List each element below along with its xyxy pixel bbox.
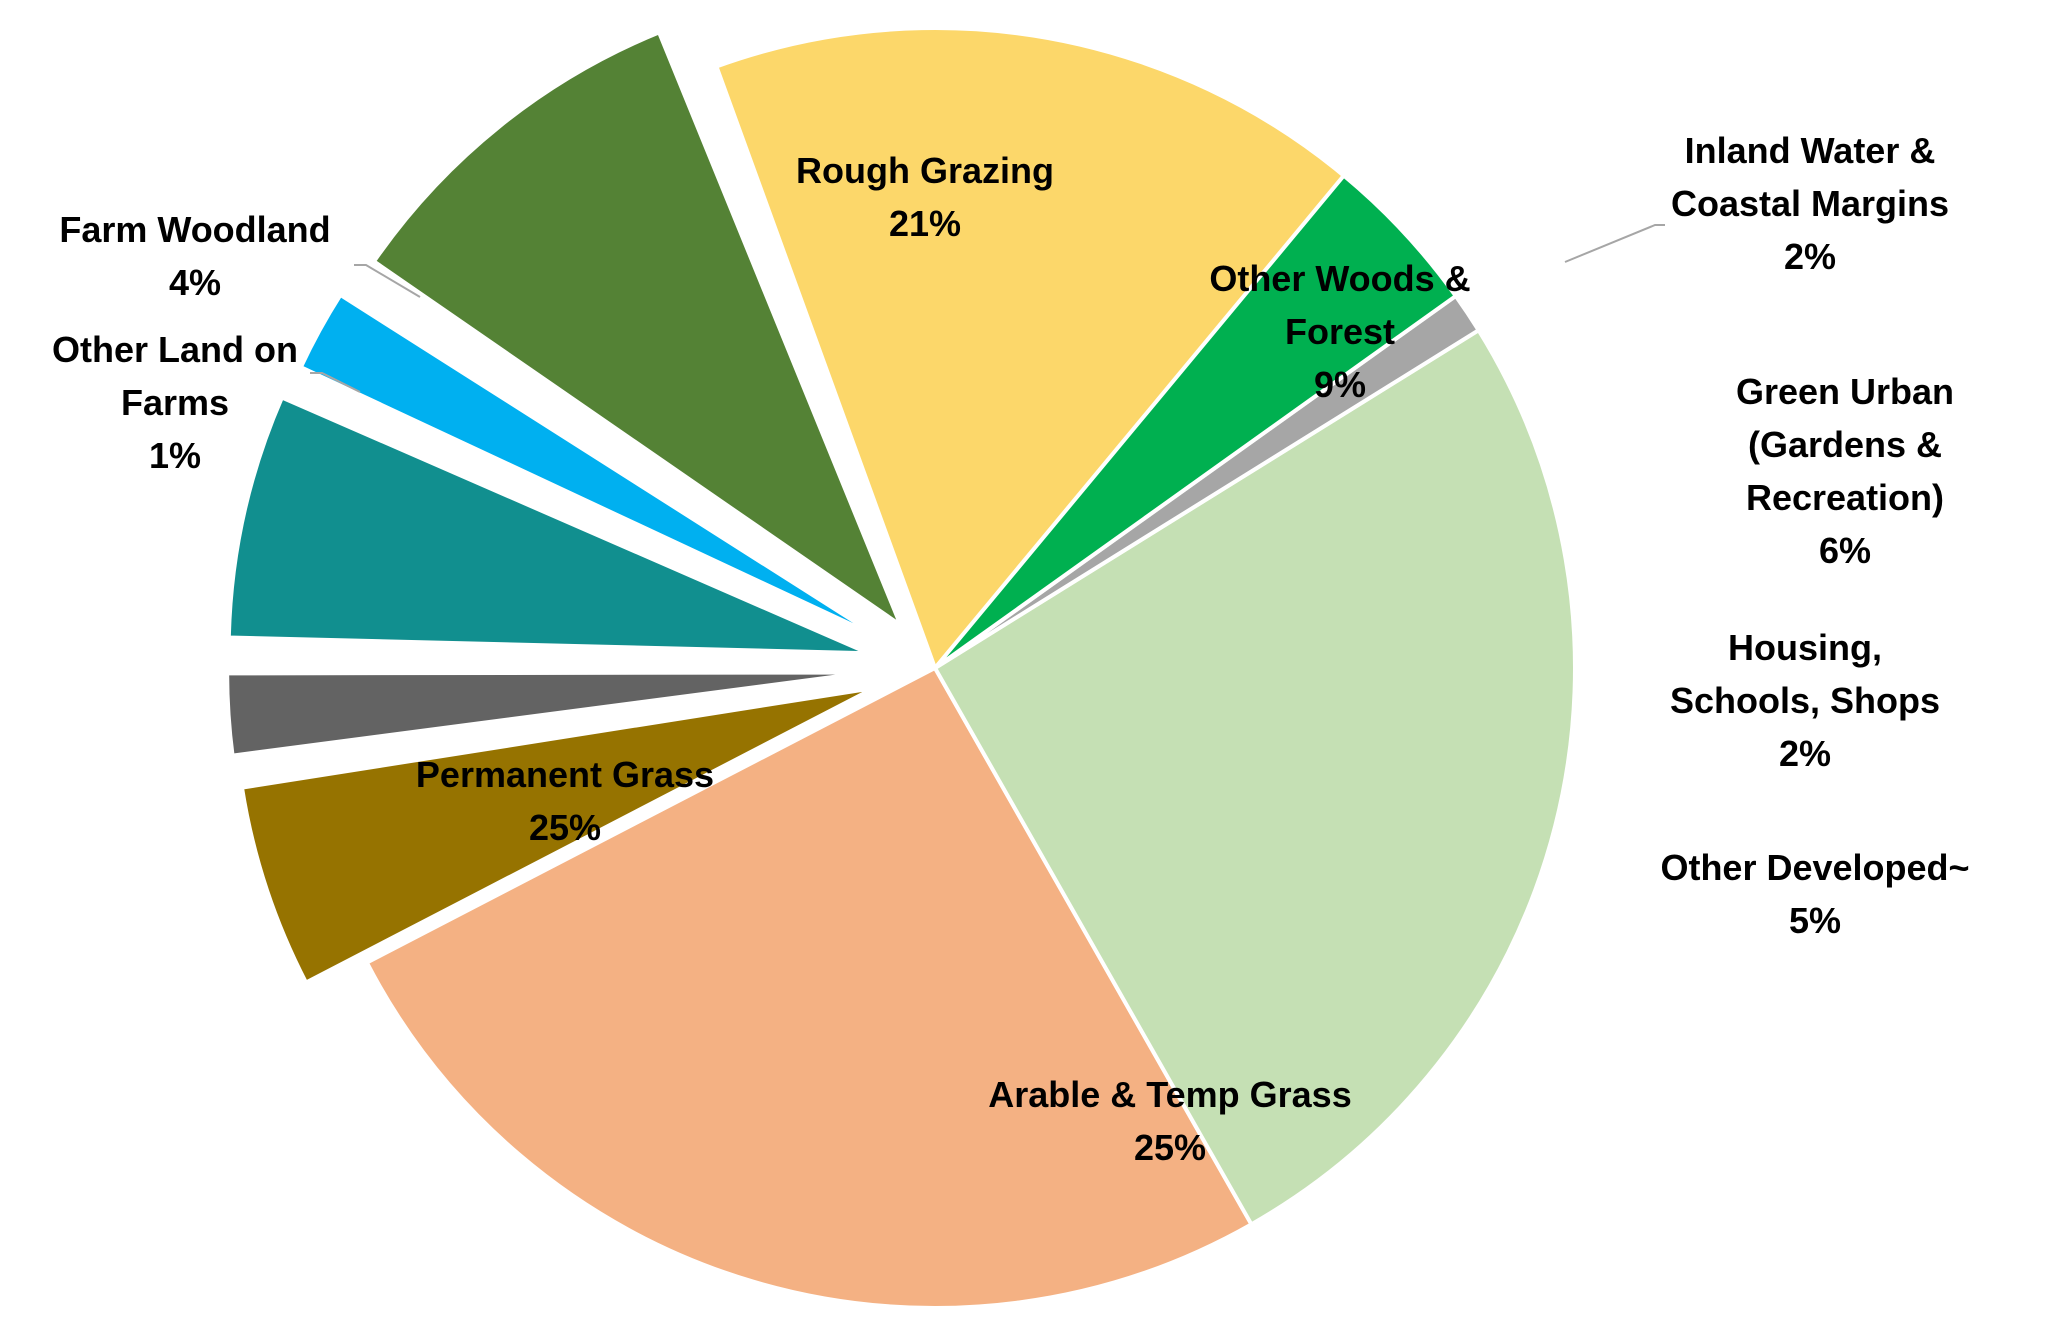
leader-line	[354, 264, 421, 298]
slice-name: Schools, Shops	[1670, 680, 1940, 721]
pie-slice-permanent-grass	[932, 327, 1577, 1228]
pie-slice-housing-schools-shops	[225, 670, 868, 758]
slice-name: Green Urban	[1736, 371, 1954, 412]
slice-percent: 2%	[1779, 733, 1831, 774]
pie-slice-green-urban-gardens-recreation	[226, 394, 870, 656]
slice-name: Recreation)	[1746, 477, 1944, 518]
slice-label: Arable & Temp Grass 25%	[988, 1074, 1351, 1168]
slice-label: Other Developed~ 5%	[1660, 847, 1969, 941]
slice-percent: 25%	[1134, 1127, 1206, 1168]
slice-name: Farms	[121, 382, 229, 423]
slice-percent: 9%	[1314, 364, 1366, 405]
pie-slices	[225, 26, 1577, 1310]
slice-name: Housing,	[1728, 627, 1882, 668]
slice-name: Permanent Grass	[416, 754, 714, 795]
slice-name: Other Land on	[52, 329, 298, 370]
pie-slice-other-developed	[239, 685, 876, 986]
slice-label: Other Land on Farms 1%	[52, 329, 298, 476]
slice-label: Inland Water & Coastal Margins 2%	[1671, 130, 1949, 277]
slice-name: Other Woods &	[1209, 258, 1470, 299]
slice-percent: 6%	[1819, 530, 1871, 571]
pie-slice-other-woods-forest	[371, 29, 905, 631]
slice-name: (Gardens &	[1748, 424, 1942, 465]
slice-percent: 25%	[529, 807, 601, 848]
slice-label: Farm Woodland 4%	[59, 209, 330, 303]
slice-percent: 1%	[149, 435, 201, 476]
slice-name: Forest	[1285, 311, 1395, 352]
slice-label: Housing, Schools, Shops 2%	[1670, 627, 1940, 774]
slice-label: Green Urban (Gardens & Recreation) 6%	[1736, 371, 1954, 571]
leader-lines	[310, 224, 1665, 393]
slice-labels: Rough Grazing 21% Other Woods & Forest 9% Inl…	[52, 130, 1970, 1168]
slice-label: Other Woods & Forest 9%	[1209, 258, 1470, 405]
slice-percent: 21%	[889, 203, 961, 244]
slice-name: Rough Grazing	[796, 150, 1054, 191]
slice-name: Coastal Margins	[1671, 183, 1949, 224]
leader-line	[310, 372, 361, 393]
pie-slice-inland-water-coastal-margins	[298, 292, 882, 640]
slice-label: Rough Grazing 21%	[796, 150, 1054, 244]
slice-percent: 5%	[1789, 900, 1841, 941]
slice-name: Farm Woodland	[59, 209, 330, 250]
pie-slice-farm-woodland	[933, 172, 1459, 670]
slice-name: Arable & Temp Grass	[988, 1074, 1351, 1115]
leader-line	[1564, 224, 1665, 263]
pie-slice-arable-temp-grass	[364, 665, 1255, 1310]
slice-percent: 4%	[169, 262, 221, 303]
slice-name: Other Developed~	[1660, 847, 1969, 888]
slice-name: Inland Water &	[1685, 130, 1936, 171]
slice-percent: 2%	[1784, 236, 1836, 277]
slice-label: Permanent Grass 25%	[416, 754, 714, 848]
